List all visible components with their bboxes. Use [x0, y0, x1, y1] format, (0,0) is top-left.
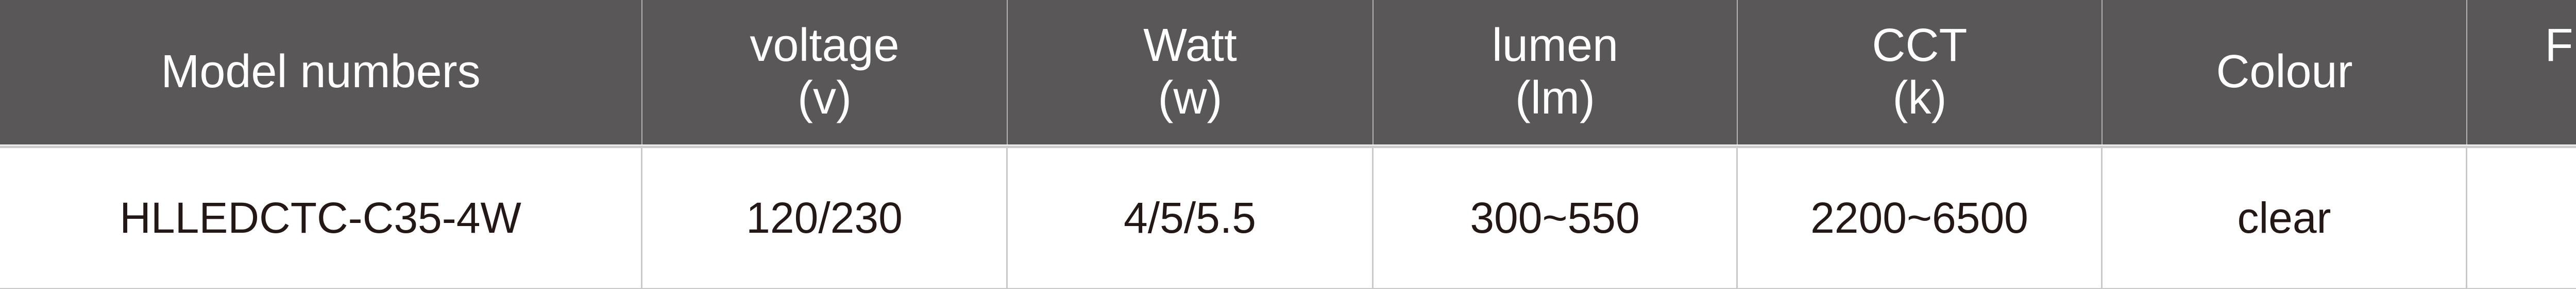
header-label: Colour [2216, 46, 2353, 98]
data-cell-lumen: 300~550 [1374, 148, 1738, 288]
table-header-row: Model numbers voltage (v) Watt (w) lumen… [0, 0, 2576, 145]
table-data-row: HLLEDCTC-C35-4W 120/230 4/5/5.5 300~550 … [0, 148, 2576, 289]
header-label: lumen [1492, 20, 1619, 72]
header-cell-voltage: voltage (v) [642, 0, 1008, 145]
header-label: Model numbers [161, 46, 481, 98]
data-cell-cct: 2200~6500 [1738, 148, 2103, 288]
header-cell-cct: CCT (k) [1738, 0, 2103, 145]
header-unit: (w) [1158, 72, 1223, 124]
header-label: Watt [1143, 20, 1237, 72]
header-separator-white [0, 145, 2576, 146]
header-separator-line [0, 146, 2576, 148]
header-unit: (lm) [1515, 72, 1595, 124]
header-unit: (k) [1892, 72, 1947, 124]
data-cell-filaments-count: 4 [2467, 148, 2576, 288]
header-cell-watt: Watt (w) [1008, 0, 1374, 145]
header-label: voltage [750, 20, 900, 72]
header-cell-lumen: lumen (lm) [1374, 0, 1738, 145]
header-cell-filaments-count: Filaments Count [2467, 0, 2576, 145]
header-unit: (v) [798, 72, 852, 124]
header-label: CCT [1872, 20, 1968, 72]
data-cell-voltage: 120/230 [642, 148, 1008, 288]
header-cell-model-numbers: Model numbers [0, 0, 642, 145]
data-cell-model-number: HLLEDCTC-C35-4W [0, 148, 642, 288]
header-cell-colour: Colour [2103, 0, 2467, 145]
data-cell-colour: clear [2103, 148, 2467, 288]
header-label: Filaments [2545, 20, 2576, 72]
data-cell-watt: 4/5/5.5 [1008, 148, 1374, 288]
